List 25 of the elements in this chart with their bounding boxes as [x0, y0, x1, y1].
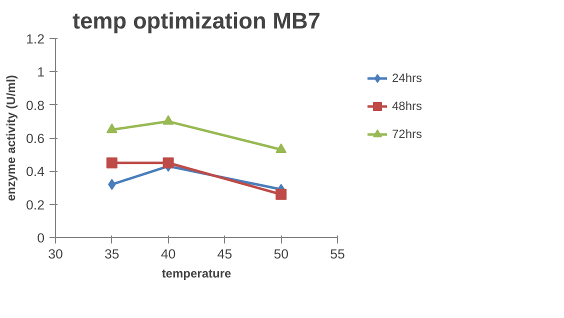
y-tick-label: 0.4	[26, 164, 46, 180]
legend-label: 24hrs	[392, 71, 422, 85]
x-axis-title: temperature	[162, 266, 232, 280]
x-tick-label: 55	[330, 246, 345, 262]
legend-label: 72hrs	[392, 127, 422, 141]
legend-label: 48hrs	[392, 99, 422, 113]
x-tick-label: 30	[48, 246, 63, 262]
y-tick-label: 0	[37, 230, 45, 246]
chart-title: temp optimization MB7	[72, 8, 320, 34]
y-tick-label: 0.2	[26, 197, 45, 212]
point	[276, 143, 287, 153]
point	[162, 157, 174, 168]
y-tick-label: 0.6	[26, 131, 45, 146]
point	[106, 123, 118, 134]
y-tick-label: 1	[37, 64, 45, 80]
y-tick-label: 0.8	[26, 98, 45, 113]
y-tick-label: 1.2	[26, 32, 45, 46]
y-axis-title: enzyme activity (U/ml)	[4, 74, 18, 202]
point	[106, 157, 118, 168]
x-tick-label: 35	[104, 246, 120, 262]
point	[276, 188, 287, 200]
x-tick-label: 40	[160, 246, 176, 262]
point	[162, 115, 174, 125]
x-tick-label: 45	[217, 246, 232, 262]
x-tick-label: 50	[274, 246, 289, 262]
